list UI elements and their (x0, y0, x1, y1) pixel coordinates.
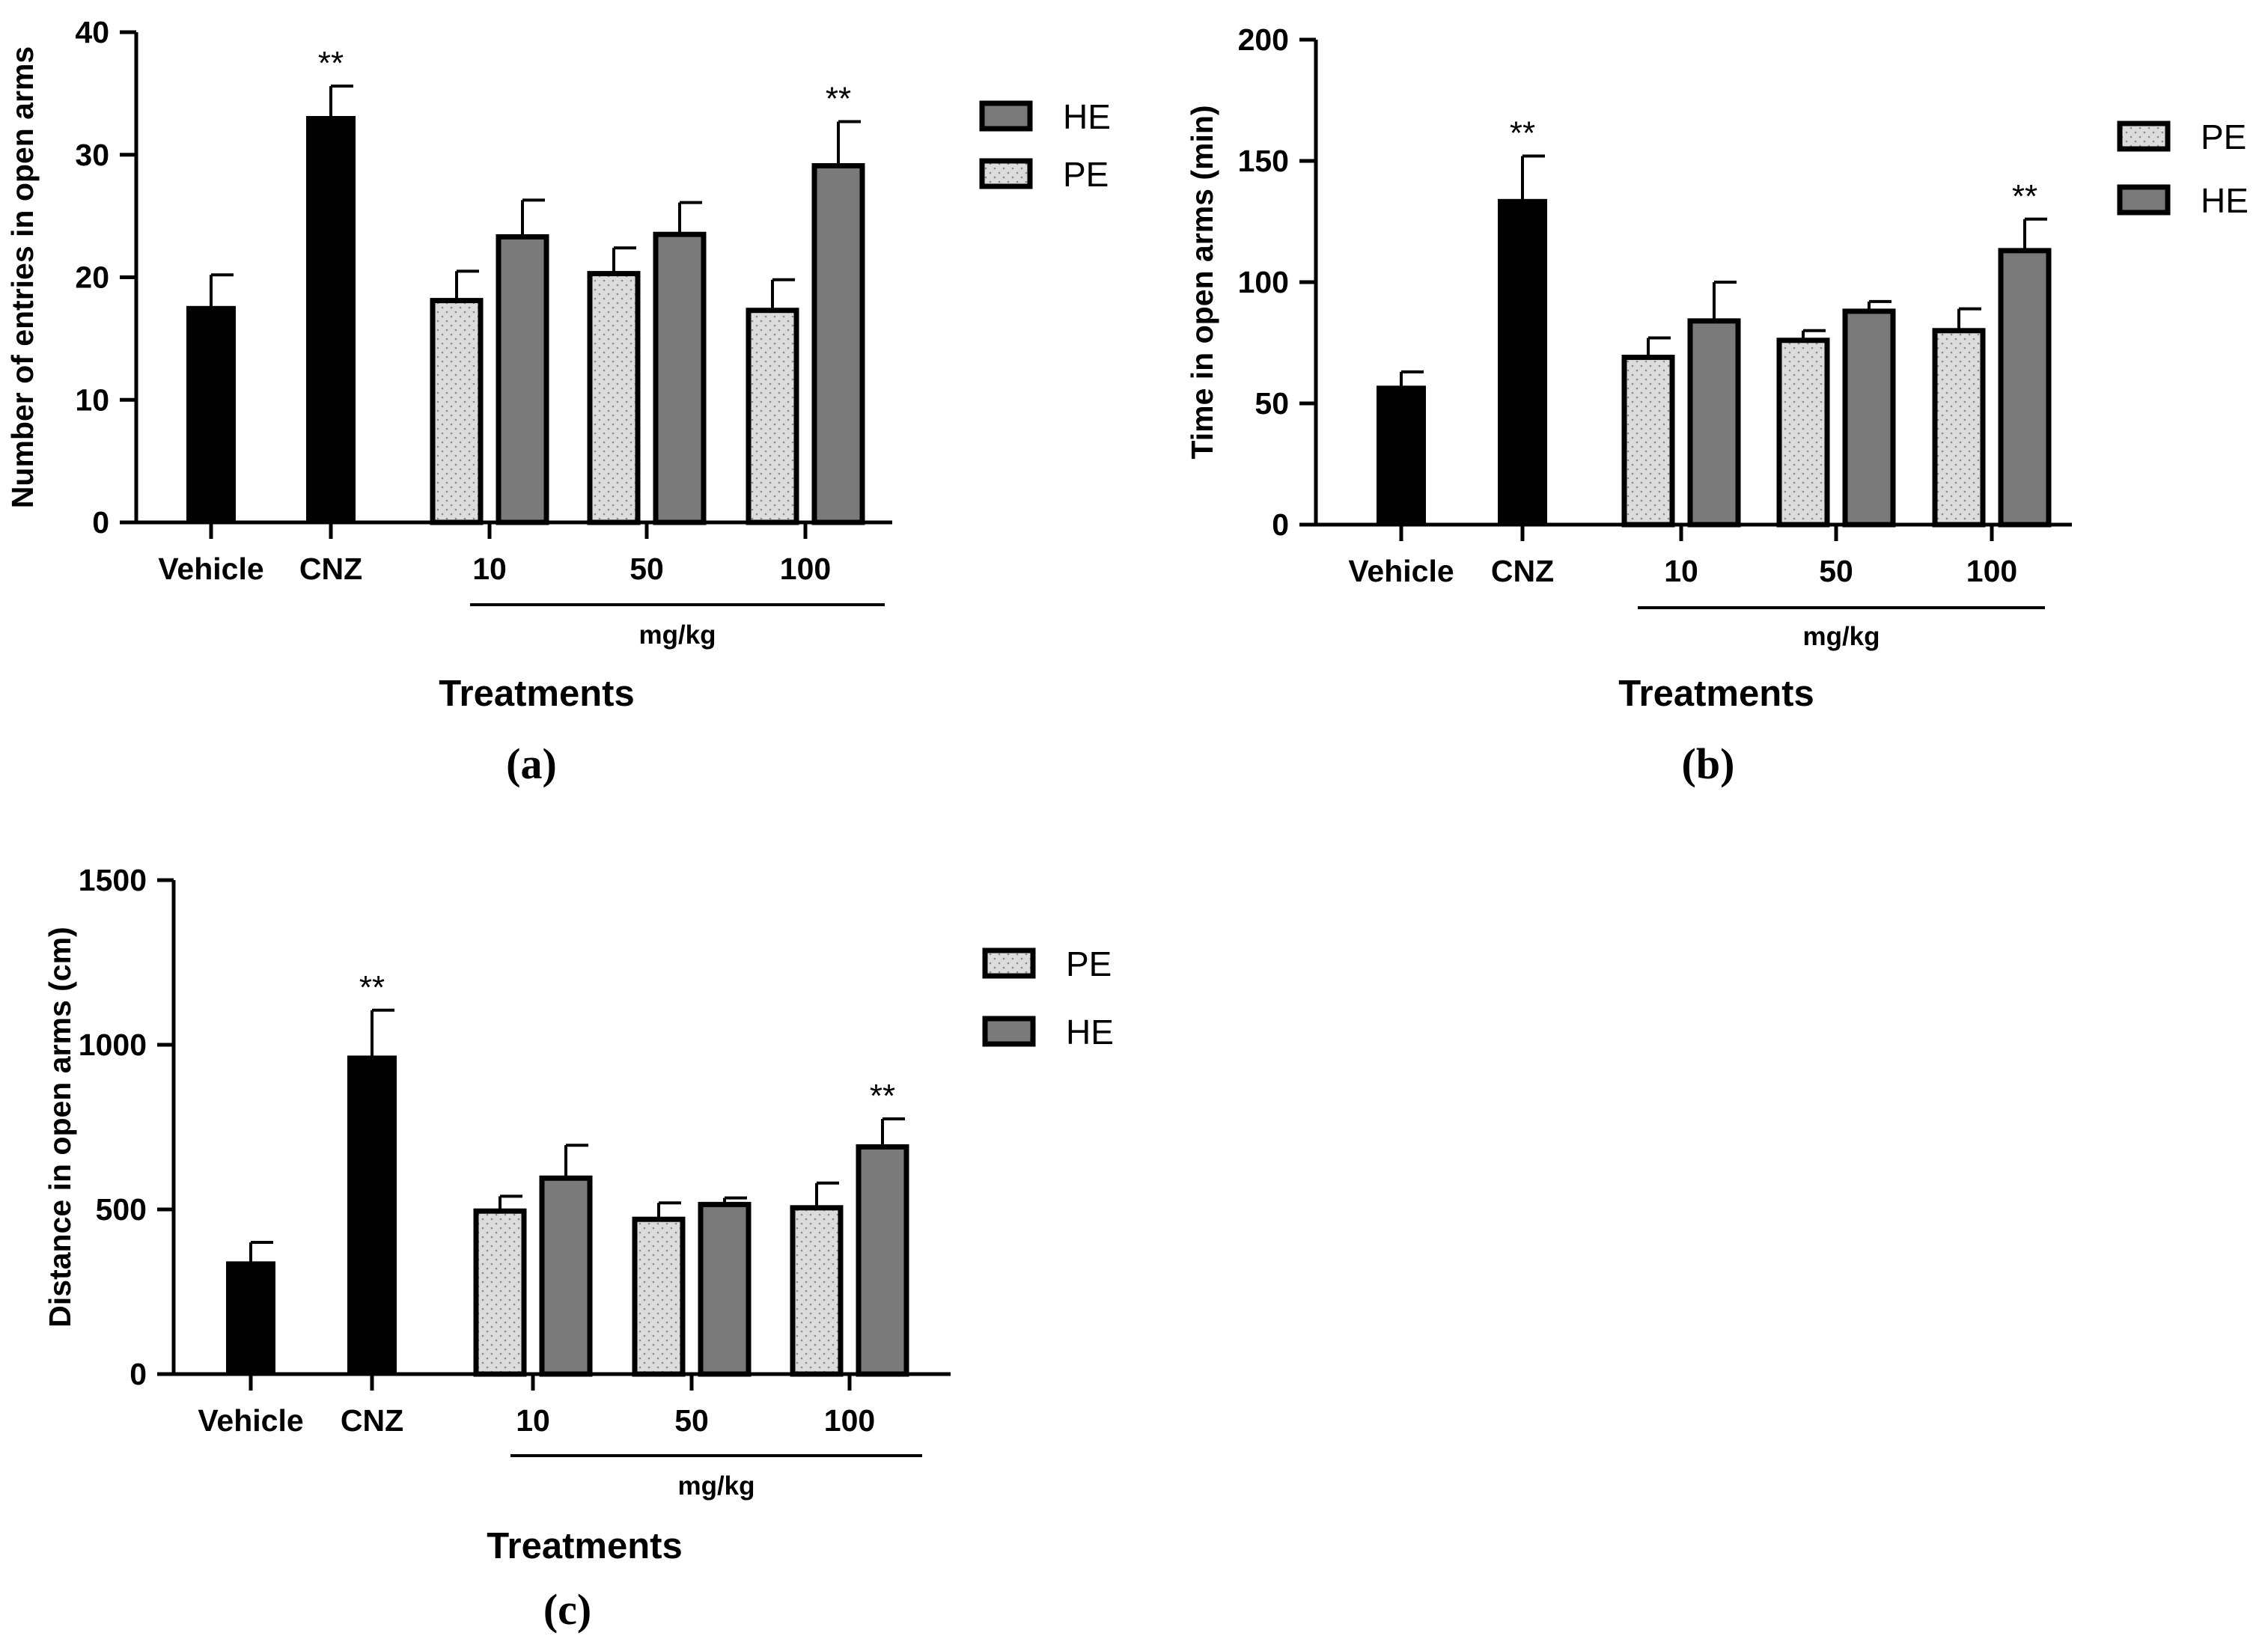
legend-swatch-pe (979, 158, 1033, 189)
legend-swatch-pe (2117, 120, 2171, 152)
legend-label-he: HE (1063, 97, 1111, 136)
bar-he-10 (539, 1175, 593, 1377)
bar-pe-10 (1621, 354, 1675, 528)
bar-pe-100 (746, 308, 799, 525)
significance-marker: ** (318, 45, 344, 82)
y-tick-label: 1500 (79, 863, 147, 897)
legend-label-pe: PE (1066, 944, 1112, 983)
legend-label-he: HE (2201, 181, 2249, 220)
bar-pe-100 (1932, 328, 1986, 528)
bar-cnz (306, 115, 356, 524)
x-tick-label: Vehicle (198, 1403, 303, 1438)
significance-marker: ** (870, 1078, 895, 1114)
bar-he-100 (811, 162, 865, 525)
x-axis-title: Treatments (1618, 674, 1814, 714)
y-tick-label: 0 (1272, 507, 1289, 542)
x-tick-label: CNZ (299, 552, 362, 586)
significance-marker: ** (826, 81, 851, 118)
y-tick-label: 1000 (79, 1028, 147, 1062)
bar-he-10 (496, 234, 549, 525)
dose-unit-label: mg/kg (638, 620, 716, 650)
dose-unit-label: mg/kg (677, 1471, 755, 1501)
bar-he-100 (856, 1144, 909, 1377)
y-tick-label: 100 (1238, 265, 1289, 299)
bar-vehicle (186, 305, 236, 523)
bar-he-100 (1998, 248, 2052, 528)
significance-marker: ** (1510, 115, 1535, 152)
bar-pe-10 (430, 298, 484, 525)
y-tick-label: 50 (1255, 386, 1289, 421)
x-tick-label: Vehicle (158, 552, 263, 586)
bar-cnz (1498, 198, 1547, 525)
bar-he-50 (653, 231, 707, 525)
bar-he-10 (1687, 318, 1741, 528)
bar-he-50 (698, 1201, 752, 1377)
y-tick-label: 200 (1238, 22, 1289, 57)
x-tick-label: Vehicle (1348, 554, 1454, 588)
bar-vehicle (1377, 385, 1426, 525)
bar-vehicle (226, 1261, 275, 1376)
x-tick-label: 10 (472, 552, 507, 586)
x-tick-label: 50 (630, 552, 664, 586)
bar-pe-10 (473, 1208, 527, 1377)
significance-marker: ** (2012, 178, 2037, 215)
x-tick-label: 10 (516, 1403, 550, 1438)
y-tick-label: 10 (75, 382, 109, 417)
y-tick-label: 150 (1238, 144, 1289, 178)
legend-label-he: HE (1066, 1013, 1114, 1052)
panel-a: 0 10 20 30 40 Number of entries in open arms V… (5, 15, 1111, 788)
y-tick-label: 500 (96, 1192, 147, 1227)
bar-pe-50 (1776, 338, 1830, 528)
x-tick-label: CNZ (341, 1403, 403, 1438)
panel-label: (a) (506, 739, 557, 788)
panel-label: (b) (1682, 739, 1735, 788)
panel-label: (c) (543, 1585, 591, 1634)
y-tick-label: 0 (92, 505, 109, 540)
x-axis-title: Treatments (439, 674, 634, 714)
bar-pe-50 (632, 1216, 686, 1377)
legend-swatch-he (982, 1016, 1036, 1047)
legend-swatch-he (2117, 184, 2171, 216)
panel-b: 0 50 100 150 200 Time in open arms (min) Vehic… (1185, 22, 2249, 788)
y-tick-label: 0 (129, 1357, 147, 1391)
y-axis-title: Number of entries in open arms (5, 46, 40, 508)
legend-label-pe: PE (2201, 118, 2246, 156)
dose-unit-label: mg/kg (1802, 622, 1880, 651)
significance-marker: ** (359, 969, 385, 1006)
x-tick-label: 50 (674, 1403, 709, 1438)
legend-swatch-pe (982, 947, 1036, 979)
y-tick-label: 20 (75, 260, 109, 295)
y-axis-title: Distance in open arms (cm) (43, 927, 77, 1327)
x-tick-label: 100 (1966, 554, 2017, 588)
x-axis-title: Treatments (487, 1526, 682, 1566)
x-tick-label: 10 (1664, 554, 1698, 588)
bar-pe-50 (587, 271, 641, 525)
bar-cnz (347, 1055, 397, 1376)
y-tick-label: 30 (75, 138, 109, 172)
x-tick-label: 100 (824, 1403, 875, 1438)
legend-label-pe: PE (1063, 155, 1109, 194)
x-tick-label: 100 (780, 552, 831, 586)
legend-swatch-he (979, 100, 1033, 132)
x-tick-label: CNZ (1491, 554, 1554, 588)
y-tick-label: 40 (75, 15, 109, 49)
bar-pe-100 (790, 1205, 844, 1377)
x-tick-label: 50 (1819, 554, 1853, 588)
y-axis-title: Time in open arms (min) (1185, 105, 1219, 459)
bar-he-50 (1842, 308, 1896, 528)
